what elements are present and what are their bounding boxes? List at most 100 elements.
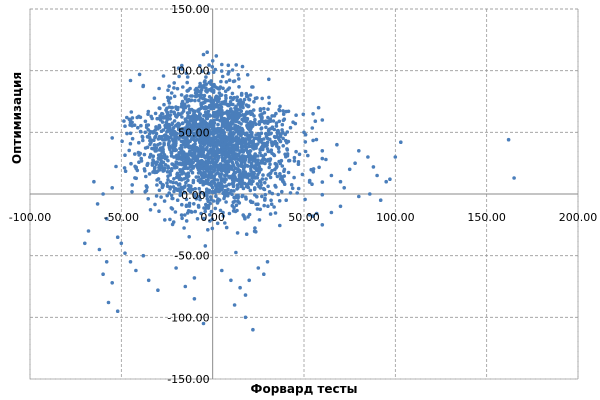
data-point [267, 190, 272, 194]
data-point [233, 118, 238, 122]
data-point [248, 120, 253, 124]
x-tick-label: 50.00 [288, 211, 320, 224]
data-point [265, 136, 270, 141]
data-point [244, 145, 249, 150]
data-point [265, 140, 270, 144]
data-point [156, 153, 161, 157]
data-point [192, 146, 196, 151]
data-point [226, 121, 231, 126]
data-point [226, 193, 230, 198]
data-point [235, 231, 240, 235]
data-point [260, 177, 265, 181]
data-point [237, 85, 241, 89]
data-point [228, 131, 232, 136]
data-point [203, 136, 207, 141]
data-point [172, 94, 177, 99]
data-point [202, 101, 206, 105]
data-point [194, 86, 199, 91]
data-point [213, 206, 218, 211]
data-point [202, 93, 207, 98]
data-point [206, 71, 211, 75]
data-point [214, 194, 218, 198]
data-point [244, 142, 248, 146]
data-point [272, 114, 277, 118]
data-point [220, 108, 224, 113]
data-point [130, 190, 134, 194]
data-point [235, 187, 239, 191]
data-point [205, 187, 209, 191]
data-point [219, 79, 223, 84]
data-point [512, 176, 516, 180]
data-point [155, 183, 159, 187]
data-point [270, 168, 274, 173]
data-point [187, 204, 192, 208]
data-point [133, 164, 137, 169]
data-point [289, 183, 294, 187]
data-point [157, 125, 162, 129]
data-point [285, 153, 290, 158]
data-point [277, 150, 281, 154]
data-point [160, 120, 165, 124]
data-point [259, 126, 264, 130]
data-point [199, 158, 204, 163]
data-point [199, 211, 203, 216]
data-point [173, 210, 178, 214]
data-point [192, 111, 196, 116]
data-point [130, 116, 135, 120]
data-point [292, 175, 296, 180]
data-point [252, 187, 257, 192]
data-point [210, 185, 215, 190]
data-point [202, 171, 206, 175]
data-point [241, 117, 245, 122]
data-point [329, 210, 334, 215]
data-point [201, 52, 206, 57]
data-point [220, 156, 225, 160]
y-tick-label: 50.00 [178, 126, 210, 139]
data-point [214, 54, 219, 58]
data-point [247, 212, 252, 217]
x-tick-label: -100.00 [9, 211, 51, 224]
x-tick-label: 0.00 [200, 211, 225, 224]
data-point [247, 126, 251, 131]
data-point [257, 135, 261, 140]
data-point [204, 163, 209, 167]
data-point [246, 164, 250, 168]
data-point [293, 121, 298, 126]
data-point [311, 167, 316, 171]
data-point [193, 155, 197, 159]
data-point [342, 186, 347, 190]
data-point [143, 130, 147, 135]
data-point [252, 154, 257, 159]
data-point [205, 196, 210, 201]
data-points [83, 50, 516, 332]
data-point [232, 154, 237, 159]
data-point [171, 220, 176, 224]
data-point [266, 107, 270, 111]
data-point [148, 129, 153, 134]
data-point [216, 134, 220, 138]
data-point [206, 228, 210, 232]
data-point [214, 112, 219, 116]
data-point [128, 78, 133, 83]
data-point [167, 105, 172, 109]
data-point [235, 161, 239, 166]
data-point [208, 201, 212, 206]
data-point [269, 202, 274, 206]
data-point [198, 141, 202, 145]
data-point [280, 189, 284, 194]
data-point [294, 113, 298, 117]
data-point [219, 187, 224, 191]
data-point [172, 189, 176, 194]
data-point [157, 209, 161, 213]
data-point [242, 170, 247, 175]
data-point [227, 116, 231, 121]
data-point [284, 198, 289, 202]
data-point [119, 241, 124, 246]
data-point [252, 100, 256, 104]
data-point [230, 192, 234, 197]
data-point [192, 119, 196, 124]
data-point [237, 201, 242, 205]
data-point [227, 78, 232, 82]
data-point [180, 202, 184, 207]
